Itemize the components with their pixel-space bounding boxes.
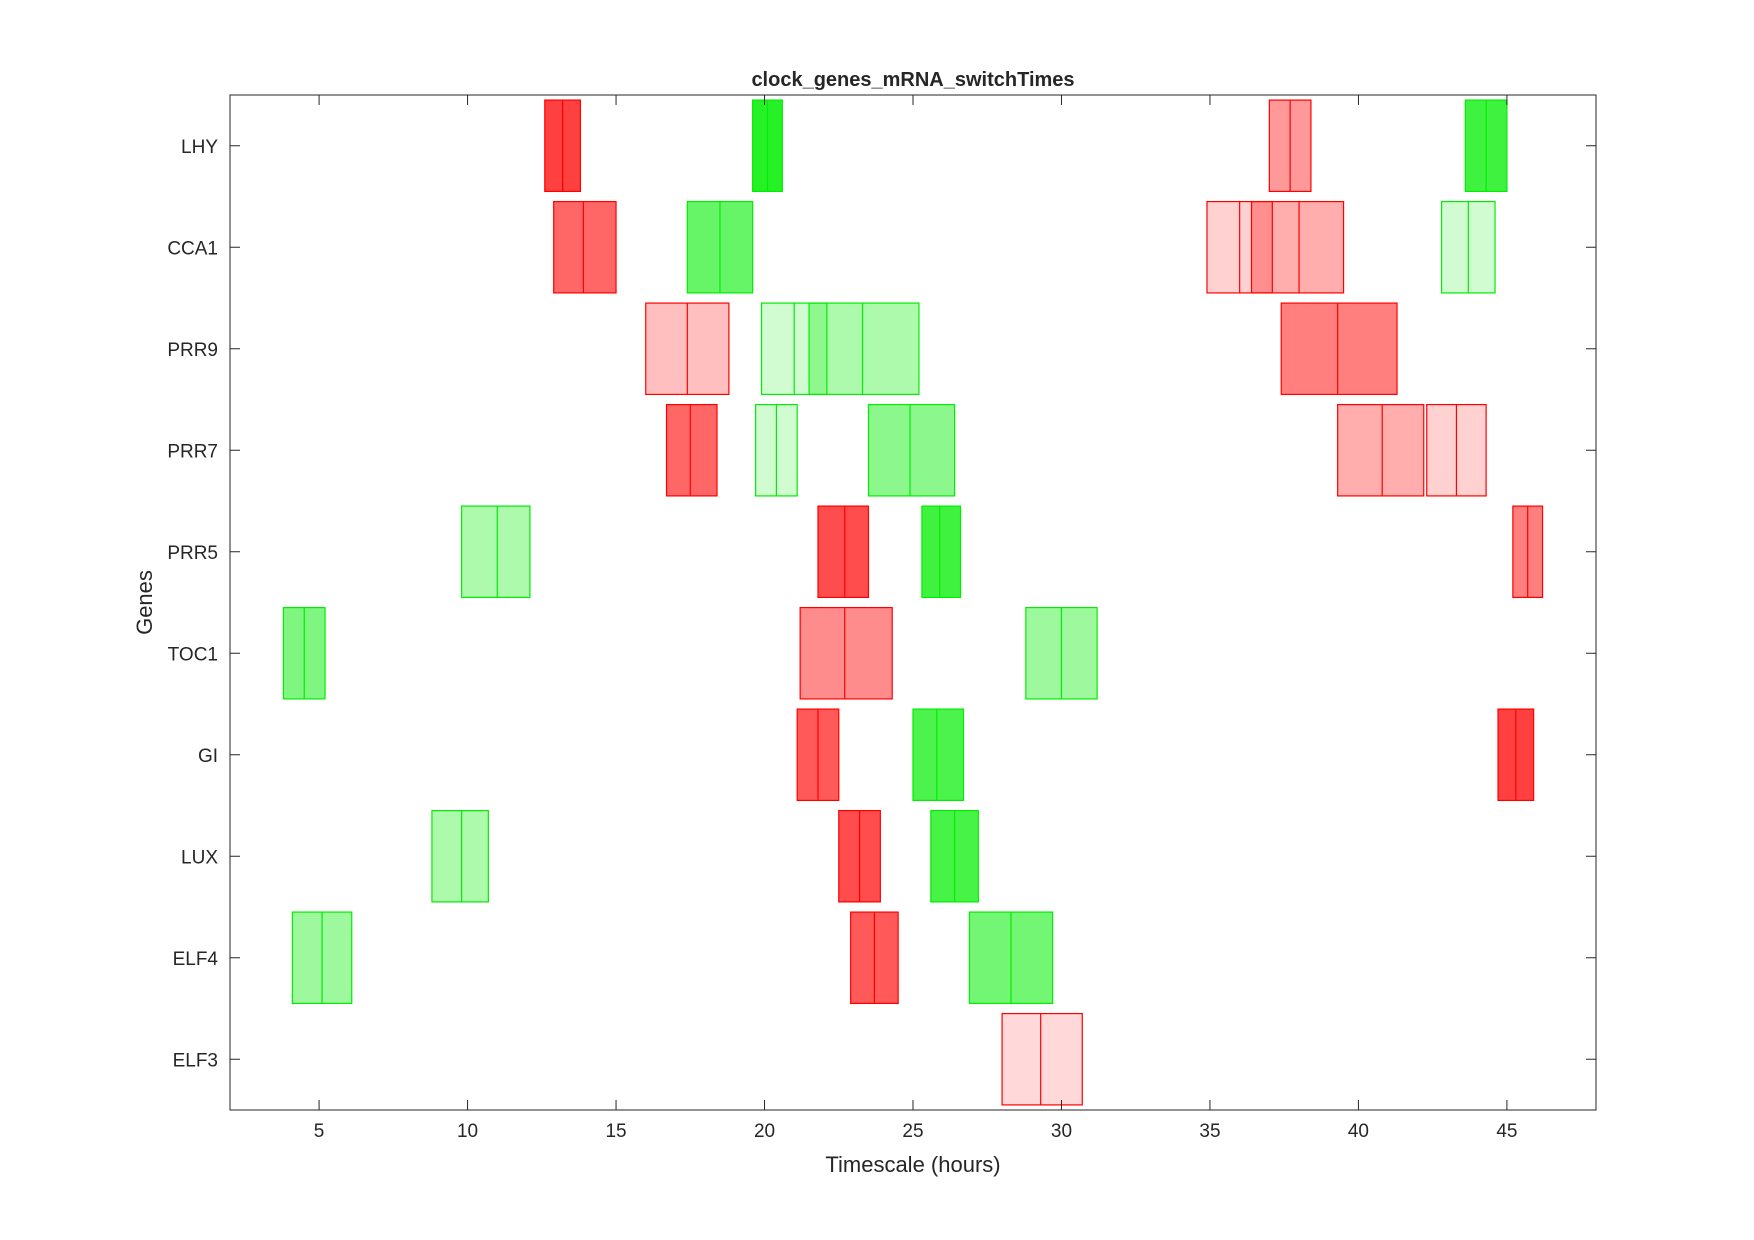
y-tick-label-cca1: CCA1 [167, 238, 218, 259]
y-tick-label-prr9: PRR9 [167, 340, 218, 361]
x-tick-label: 20 [754, 1121, 775, 1142]
switch-box-off [817, 505, 870, 599]
y-tick-label-elf3: ELF3 [173, 1050, 218, 1071]
y-tick-label-toc1: TOC1 [168, 644, 218, 665]
x-tick-label: 35 [1199, 1121, 1220, 1142]
x-tick-label: 45 [1496, 1121, 1517, 1142]
chart-title: clock_genes_mRNA_switchTimes [751, 69, 1074, 91]
switch-boxes [282, 99, 1544, 1106]
x-tick-label: 5 [314, 1121, 325, 1142]
x-tick-label: 25 [902, 1121, 923, 1142]
switch-box-on [808, 302, 920, 396]
switch-box-on [461, 505, 531, 599]
switch-box-on [921, 505, 962, 599]
plot-frame [229, 94, 1597, 1111]
switch-box-off [1001, 1012, 1083, 1106]
x-tick-label: 15 [605, 1121, 626, 1142]
y-axis-label: Genes [132, 570, 157, 635]
switch-box-on [912, 708, 965, 802]
y-tick-label-prr7: PRR7 [167, 441, 218, 462]
switch-box-on [431, 809, 489, 903]
plot-area [230, 95, 1596, 1110]
y-tick-label-gi: GI [198, 746, 218, 767]
switch-box-off [799, 606, 893, 700]
y-tick-label-lux: LUX [181, 847, 218, 868]
x-tick-label: 40 [1348, 1121, 1369, 1142]
x-tick-label: 30 [1051, 1121, 1072, 1142]
y-tick-label-lhy: LHY [181, 137, 218, 158]
y-tick-label-prr5: PRR5 [167, 543, 218, 564]
switch-box-off [1280, 302, 1398, 396]
switch-box-off [1337, 403, 1425, 497]
x-axis-label: Timescale (hours) [825, 1152, 1000, 1177]
switch-box-on [867, 403, 956, 497]
axis-ticks: 5 10 15 20 25 30 35 40 45 LHY CCA1 PRR9 PRR7 PRR5 TOC1… [167, 95, 1596, 1142]
y-tick-label-elf4: ELF4 [173, 949, 219, 970]
switch-box-off [1250, 200, 1345, 294]
x-tick-label: 10 [457, 1121, 478, 1142]
switch-box-off [665, 403, 718, 497]
switch-box-off [553, 200, 617, 294]
